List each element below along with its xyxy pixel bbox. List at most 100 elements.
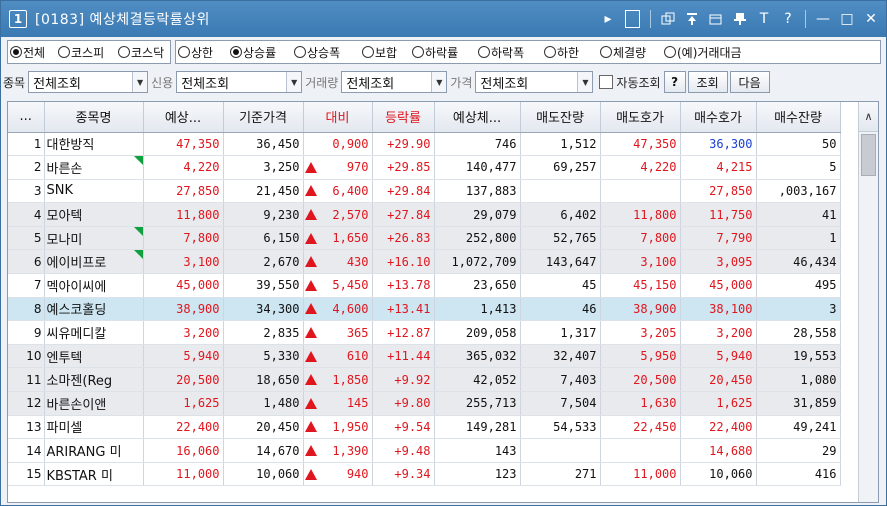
expected-volume-cell: 209,058 bbox=[434, 320, 521, 345]
radio-market-kosdaq[interactable]: 코스닥 bbox=[118, 41, 168, 63]
radio-sort-lower-limit[interactable]: 하한 bbox=[544, 41, 600, 63]
row-index: 2 bbox=[8, 155, 45, 180]
row-index-text: 12 bbox=[26, 396, 42, 411]
col-header-expected-volume[interactable]: 예상체... bbox=[434, 102, 521, 133]
col-header-name[interactable]: 종목명 bbox=[44, 102, 144, 133]
chevron-down-icon[interactable]: ▼ bbox=[286, 72, 302, 92]
bid-qty-cell: 29 bbox=[756, 438, 841, 463]
help-button[interactable]: ? bbox=[663, 71, 686, 93]
bid-price-cell: 4,215 bbox=[680, 155, 757, 180]
ask-qty-cell-text: 45 bbox=[582, 278, 597, 293]
ask-qty-cell-text: 54,533 bbox=[553, 419, 597, 434]
table-row[interactable]: 13 파미셀 22,400 20,450 1,950 +9.54 149,281 54,533… bbox=[8, 415, 841, 440]
stock-name-cell-text: SNK bbox=[46, 183, 74, 199]
radio-circle bbox=[362, 46, 374, 58]
item-filter-value: 전체조회 bbox=[33, 76, 81, 92]
chevron-down-icon[interactable]: ▼ bbox=[431, 72, 447, 92]
vertical-scrollbar[interactable]: ∧ bbox=[858, 102, 878, 502]
table-row[interactable]: 10 엔투텍 5,940 5,330 610 +11.44 365,032 32,407 5,9… bbox=[8, 344, 841, 369]
row-index-text: 10 bbox=[26, 349, 42, 364]
price-filter-select[interactable]: 전체조회 ▼ bbox=[475, 71, 594, 93]
table-row[interactable]: 11 소마젠(Reg 20,500 18,650 1,850 +9.92 42,052 7,4… bbox=[8, 367, 841, 393]
radio-label: 하한 bbox=[557, 45, 580, 60]
col-header-ask-qty[interactable]: 매도잔량 bbox=[520, 102, 601, 133]
minimize-icon[interactable]: — bbox=[816, 11, 830, 27]
radio-circle bbox=[544, 46, 556, 58]
radio-market-all[interactable]: 전체 bbox=[10, 41, 58, 63]
chevron-down-icon[interactable]: ▼ bbox=[132, 72, 148, 92]
chevron-down-icon[interactable]: ▼ bbox=[577, 72, 593, 92]
col-header-change-rate[interactable]: 등락률 bbox=[372, 102, 435, 133]
radio-circle bbox=[10, 46, 22, 58]
table-row[interactable]: 8 예스코홀딩 38,900 34,300 4,600 +13.41 1,413 46 38,9… bbox=[8, 297, 841, 322]
stock-name-cell: 씨유메디칼 bbox=[44, 320, 144, 345]
table-row[interactable]: 12 바른손이앤 1,625 1,480 145 +9.80 255,713 7,504 1,6… bbox=[8, 391, 841, 416]
stock-name-cell-text: 멕아이씨에 bbox=[46, 279, 107, 295]
stock-name-cell: 파미셀 bbox=[44, 415, 144, 440]
radio-sort-expected-amount[interactable]: (예)거래대금 bbox=[664, 41, 878, 63]
table-row[interactable]: 4 모아텍 11,800 9,230 2,570 +27.84 29,079 6,402 11,… bbox=[8, 202, 841, 227]
radio-market-kospi[interactable]: 코스피 bbox=[58, 41, 118, 63]
table-row[interactable]: 14 ARIRANG 미 16,060 14,670 1,390 +9.48 143 14,6… bbox=[8, 438, 841, 463]
radio-sort-flat[interactable]: 보합 bbox=[362, 41, 412, 63]
change-rate-cell: +29.85 bbox=[372, 155, 435, 180]
auto-query-checkbox[interactable] bbox=[599, 75, 614, 89]
pin-icon[interactable] bbox=[733, 10, 747, 28]
table-row[interactable]: 6 에이비프로 3,100 2,670 430 +16.10 1,072,709 143,64… bbox=[8, 249, 841, 275]
change-cell: 1,650 bbox=[303, 226, 373, 251]
next-button[interactable]: 다음 bbox=[729, 71, 770, 93]
market-sort-radio-bar: 전체 코스피 코스닥 상한 상승률 상승폭 보합 하락률 하락폭 하한 체결량 … bbox=[7, 40, 881, 66]
row-index: 4 bbox=[8, 202, 45, 227]
col-header-change[interactable]: 대비 bbox=[303, 102, 373, 133]
item-filter-select[interactable]: 전체조회 ▼ bbox=[28, 71, 149, 93]
change-rate-cell: +9.54 bbox=[372, 415, 435, 440]
bid-price-cell-text: 10,060 bbox=[709, 467, 753, 482]
radio-sort-volume[interactable]: 체결량 bbox=[600, 41, 664, 63]
search-button[interactable]: 조회 bbox=[687, 71, 728, 93]
scrollbar-thumb[interactable] bbox=[861, 134, 876, 176]
table-row[interactable]: 2 바른손 4,220 3,250 970 +29.85 140,477 69,257 4,22… bbox=[8, 155, 841, 180]
radio-sort-rise-rate[interactable]: 상승률 bbox=[230, 41, 294, 63]
font-icon[interactable]: T bbox=[759, 11, 769, 27]
base-price-cell: 2,835 bbox=[223, 320, 304, 345]
credit-filter-select[interactable]: 전체조회 ▼ bbox=[176, 71, 303, 93]
close-icon[interactable]: ✕ bbox=[865, 11, 877, 27]
expected-volume-cell: 137,883 bbox=[434, 179, 521, 204]
ask-qty-cell: 32,407 bbox=[520, 344, 601, 369]
radio-sort-fall-rate[interactable]: 하락률 bbox=[412, 41, 478, 63]
col-header-bid-price[interactable]: 매수호가 bbox=[680, 102, 757, 133]
stock-name-cell: ARIRANG 미 bbox=[44, 438, 144, 463]
help-icon[interactable]: ? bbox=[784, 11, 792, 27]
col-header-index[interactable]: ... bbox=[8, 102, 45, 133]
ask-price-cell-text: 22,450 bbox=[633, 419, 677, 434]
col-header-expected-price[interactable]: 예상... bbox=[143, 102, 224, 133]
radio-sort-fall-width[interactable]: 하락폭 bbox=[478, 41, 544, 63]
change-cell: 145 bbox=[303, 391, 373, 416]
radio-sort-upper-limit[interactable]: 상한 bbox=[178, 41, 230, 63]
table-row[interactable]: 3 SNK 27,850 21,450 6,400 +29.84 137,883 27,850… bbox=[8, 179, 841, 204]
play-icon[interactable]: ▸ bbox=[604, 11, 612, 27]
expected-volume-cell: 255,713 bbox=[434, 391, 521, 416]
col-header-base-price[interactable]: 기준가격 bbox=[223, 102, 304, 133]
table-row[interactable]: 7 멕아이씨에 45,000 39,550 5,450 +13.78 23,650 45 45,… bbox=[8, 273, 841, 298]
ask-qty-cell bbox=[520, 438, 601, 463]
table-row[interactable]: 15 KBSTAR 미 11,000 10,060 940 +9.34 123 271 11,0… bbox=[8, 462, 841, 487]
table-row[interactable]: 5 모나미 7,800 6,150 1,650 +26.83 252,800 52,765 7,… bbox=[8, 226, 841, 251]
volume-filter-select[interactable]: 전체조회 ▼ bbox=[341, 71, 448, 93]
expected-volume-cell: 23,650 bbox=[434, 273, 521, 298]
new-window-icon[interactable] bbox=[661, 10, 675, 28]
ask-price-cell-text: 5,950 bbox=[640, 349, 677, 364]
change-wrap: 430 bbox=[304, 255, 369, 269]
copy-window-icon[interactable] bbox=[709, 10, 723, 28]
screen-number-icon[interactable]: 1 bbox=[9, 10, 27, 28]
pin-top-icon[interactable] bbox=[685, 10, 699, 28]
table-row[interactable]: 1 대한방직 47,350 36,450 0,900 +29.90 746 1,512 47,3… bbox=[8, 132, 841, 157]
corner-flag-icon bbox=[133, 226, 142, 236]
scroll-up-icon[interactable]: ∧ bbox=[859, 102, 878, 132]
table-row[interactable]: 9 씨유메디칼 3,200 2,835 365 +12.87 209,058 1,317 3,2… bbox=[8, 320, 841, 345]
radio-sort-rise-width[interactable]: 상승폭 bbox=[294, 41, 362, 63]
memo-icon[interactable] bbox=[625, 10, 640, 28]
col-header-bid-qty[interactable]: 매수잔량 bbox=[756, 102, 841, 133]
maximize-icon[interactable]: □ bbox=[840, 11, 854, 27]
col-header-ask-price[interactable]: 매도호가 bbox=[600, 102, 681, 133]
